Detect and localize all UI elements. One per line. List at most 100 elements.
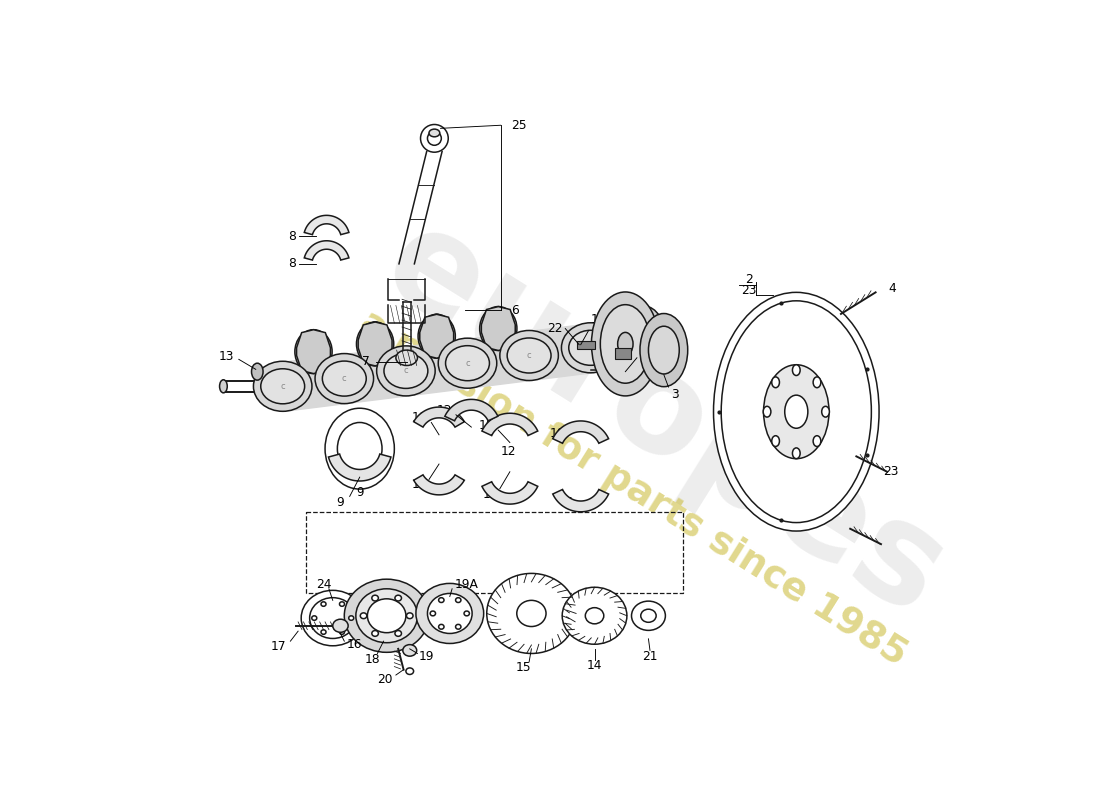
Text: 10: 10 — [411, 411, 427, 424]
Ellipse shape — [822, 406, 829, 417]
Polygon shape — [414, 407, 464, 427]
Ellipse shape — [507, 338, 551, 373]
Ellipse shape — [333, 619, 349, 632]
Ellipse shape — [491, 306, 506, 322]
Text: 24: 24 — [316, 578, 331, 591]
Ellipse shape — [395, 630, 402, 636]
Polygon shape — [305, 241, 349, 260]
Ellipse shape — [640, 610, 656, 622]
FancyBboxPatch shape — [615, 348, 630, 358]
Ellipse shape — [403, 645, 417, 656]
Ellipse shape — [372, 630, 378, 636]
Text: 14: 14 — [586, 659, 603, 672]
Ellipse shape — [439, 598, 444, 602]
Text: 10: 10 — [478, 419, 495, 432]
Text: 7: 7 — [362, 355, 370, 368]
Text: 25: 25 — [512, 118, 527, 132]
Ellipse shape — [344, 579, 429, 652]
Ellipse shape — [301, 590, 364, 646]
Ellipse shape — [340, 630, 344, 634]
Ellipse shape — [420, 125, 449, 152]
Polygon shape — [444, 399, 498, 421]
Ellipse shape — [367, 599, 406, 633]
Text: 13: 13 — [219, 350, 234, 362]
Ellipse shape — [714, 292, 879, 531]
Ellipse shape — [439, 624, 444, 629]
Ellipse shape — [306, 330, 321, 346]
Text: 23: 23 — [883, 466, 899, 478]
Ellipse shape — [617, 332, 634, 355]
Ellipse shape — [561, 322, 620, 373]
Ellipse shape — [772, 377, 780, 388]
Ellipse shape — [722, 301, 871, 522]
Ellipse shape — [338, 422, 382, 475]
Text: 8: 8 — [288, 230, 296, 242]
Ellipse shape — [418, 314, 455, 358]
Text: 12: 12 — [500, 446, 516, 458]
Ellipse shape — [455, 598, 461, 602]
Text: c: c — [342, 374, 346, 383]
Ellipse shape — [407, 613, 412, 618]
Ellipse shape — [624, 306, 666, 374]
Ellipse shape — [428, 131, 441, 146]
Text: 9: 9 — [356, 486, 363, 499]
Text: c: c — [527, 351, 531, 360]
Text: 4: 4 — [889, 282, 896, 295]
Ellipse shape — [396, 350, 418, 366]
Ellipse shape — [321, 602, 326, 606]
Ellipse shape — [438, 338, 497, 388]
Ellipse shape — [372, 595, 378, 601]
Ellipse shape — [310, 598, 356, 638]
Polygon shape — [329, 454, 390, 481]
Text: 20: 20 — [377, 673, 393, 686]
Text: 22: 22 — [547, 322, 562, 335]
Ellipse shape — [631, 601, 666, 630]
Polygon shape — [482, 482, 538, 504]
Polygon shape — [359, 322, 392, 366]
Ellipse shape — [322, 361, 366, 396]
Polygon shape — [297, 330, 330, 374]
Ellipse shape — [763, 365, 829, 458]
Text: 11: 11 — [560, 496, 575, 509]
Polygon shape — [482, 306, 515, 350]
Ellipse shape — [792, 365, 800, 375]
Ellipse shape — [446, 346, 490, 381]
Text: 9: 9 — [337, 496, 344, 509]
Ellipse shape — [326, 408, 395, 489]
Text: c: c — [465, 358, 470, 368]
Text: 15: 15 — [516, 661, 531, 674]
Ellipse shape — [361, 613, 366, 618]
Text: 10: 10 — [550, 426, 565, 440]
Ellipse shape — [311, 616, 317, 620]
Ellipse shape — [517, 600, 546, 626]
Ellipse shape — [585, 608, 604, 624]
Polygon shape — [482, 414, 538, 435]
Ellipse shape — [763, 406, 771, 417]
Ellipse shape — [356, 322, 394, 366]
Text: 17: 17 — [271, 640, 287, 653]
Text: 11: 11 — [411, 478, 427, 491]
Ellipse shape — [772, 436, 780, 446]
Text: 2: 2 — [745, 273, 752, 286]
Ellipse shape — [634, 320, 656, 360]
Polygon shape — [305, 215, 349, 234]
Text: 22: 22 — [592, 324, 607, 338]
Ellipse shape — [480, 306, 517, 350]
Text: 16: 16 — [346, 638, 362, 650]
Ellipse shape — [813, 436, 821, 446]
Ellipse shape — [640, 314, 688, 386]
Text: 18: 18 — [365, 653, 381, 666]
Text: c: c — [404, 366, 408, 375]
Ellipse shape — [429, 314, 444, 330]
Text: 12: 12 — [437, 404, 452, 417]
Ellipse shape — [321, 630, 326, 634]
Text: 19A: 19A — [454, 578, 478, 591]
Ellipse shape — [384, 354, 428, 389]
Ellipse shape — [261, 369, 305, 404]
Polygon shape — [420, 314, 453, 358]
Ellipse shape — [428, 594, 472, 634]
Ellipse shape — [649, 326, 680, 374]
Ellipse shape — [430, 611, 436, 616]
Text: 8: 8 — [288, 258, 296, 270]
Text: 11: 11 — [483, 488, 498, 502]
